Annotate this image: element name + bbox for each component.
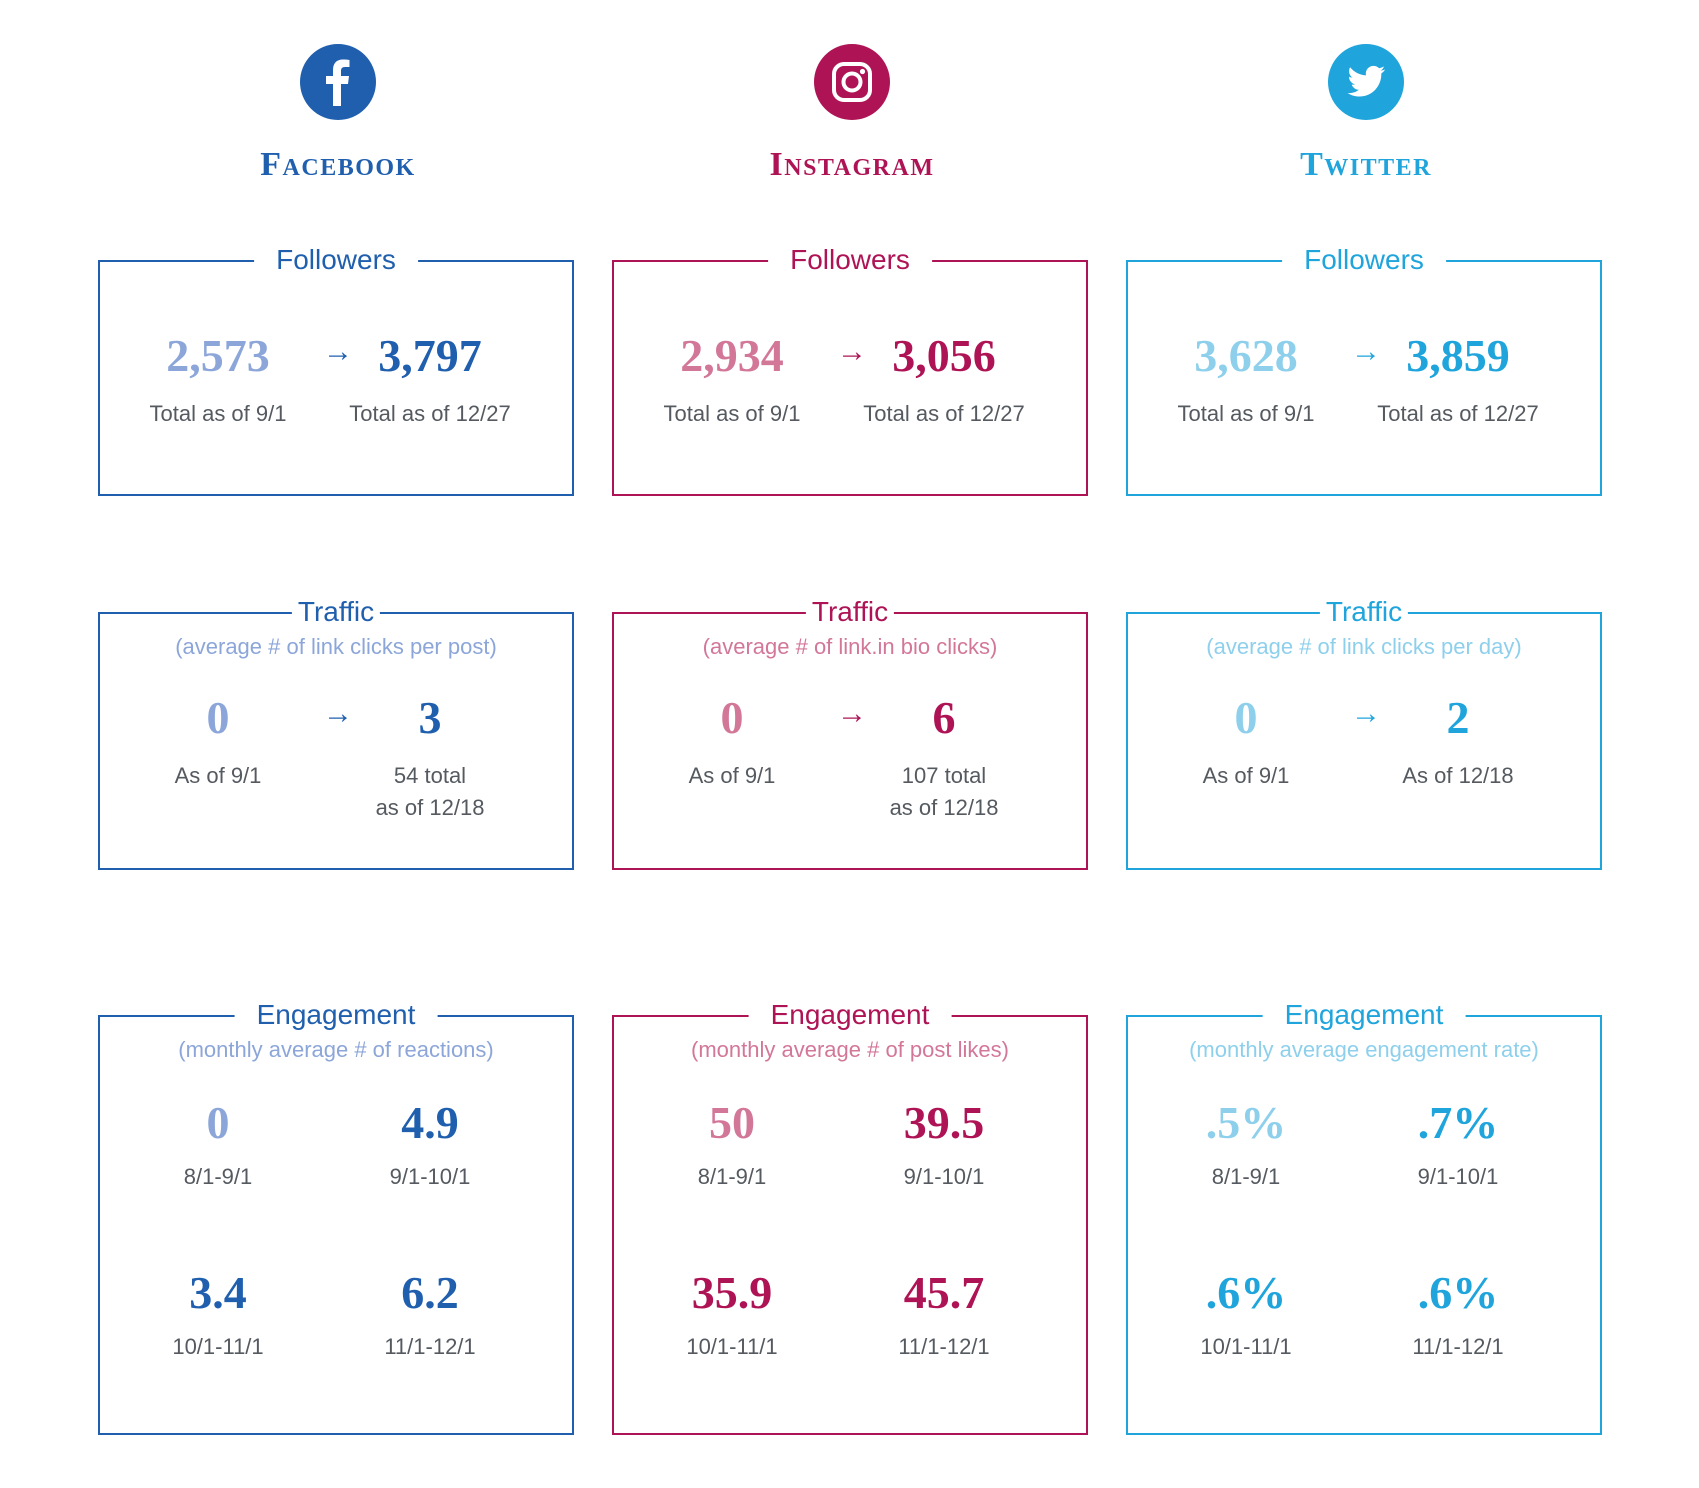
engagement-stat: 50 8/1-9/1 <box>632 1097 832 1193</box>
card-subtitle: (average # of link clicks per day) <box>1206 634 1522 659</box>
engagement-value: .5% <box>1205 1097 1287 1148</box>
traffic-end-label: As of 12/18 <box>1402 763 1514 788</box>
traffic-start-label: As of 9/1 <box>1202 763 1290 788</box>
card-title: Traffic <box>291 592 381 632</box>
traffic-card: Traffic (average # of link.in bio clicks… <box>612 592 1088 870</box>
engagement-value: .7% <box>1417 1097 1499 1148</box>
engagement-period: 9/1-10/1 <box>389 1164 471 1189</box>
card-title: Engagement <box>234 995 438 1035</box>
engagement-card: Engagement (monthly average # of reactio… <box>98 995 574 1435</box>
engagement-stat: 6.2 11/1-12/1 <box>330 1267 530 1363</box>
engagement-period: 8/1-9/1 <box>697 1164 767 1189</box>
traffic-end-value: 6 <box>932 692 956 743</box>
traffic-end-label: 54 total as of 12/18 <box>375 763 485 820</box>
card-title: Engagement <box>1262 995 1466 1035</box>
arrow-icon: → <box>323 697 353 730</box>
followers-end-label: Total as of 12/27 <box>349 401 511 426</box>
traffic-start-label: As of 9/1 <box>174 763 262 788</box>
engagement-value: 3.4 <box>189 1267 247 1318</box>
engagement-value: 35.9 <box>691 1267 773 1318</box>
engagement-stat: 0 8/1-9/1 <box>118 1097 318 1193</box>
engagement-card: Engagement (monthly average engagement r… <box>1126 995 1602 1435</box>
facebook-icon <box>300 44 376 120</box>
engagement-stat: 45.7 11/1-12/1 <box>844 1267 1044 1363</box>
traffic-start-value: 0 <box>206 692 230 743</box>
engagement-period: 8/1-9/1 <box>183 1164 253 1189</box>
engagement-period: 10/1-11/1 <box>172 1334 264 1359</box>
card-subtitle: (monthly average # of reactions) <box>178 1037 494 1062</box>
traffic-start-label: As of 9/1 <box>688 763 776 788</box>
engagement-period: 10/1-11/1 <box>686 1334 778 1359</box>
followers-start-label: Total as of 9/1 <box>149 401 287 426</box>
engagement-value: 6.2 <box>401 1267 459 1318</box>
followers-start-label: Total as of 9/1 <box>1177 401 1315 426</box>
engagement-stat: .6% 10/1-11/1 <box>1146 1267 1346 1363</box>
followers-start-label: Total as of 9/1 <box>663 401 801 426</box>
engagement-value: 50 <box>709 1097 755 1148</box>
traffic-end-value: 2 <box>1446 692 1470 743</box>
engagement-period: 11/1-12/1 <box>384 1334 476 1359</box>
engagement-stat: .7% 9/1-10/1 <box>1358 1097 1558 1193</box>
followers-end-value: 3,859 <box>1406 330 1510 381</box>
arrow-icon: → <box>837 335 867 368</box>
card-title: Followers <box>254 240 418 280</box>
traffic-end-label: 107 total as of 12/18 <box>889 763 999 820</box>
platform-name: Instagram <box>769 146 935 183</box>
engagement-value: .6% <box>1205 1267 1287 1318</box>
arrow-icon: → <box>837 697 867 730</box>
followers-start-value: 2,573 <box>166 330 270 381</box>
card-subtitle: (average # of link.in bio clicks) <box>702 634 998 659</box>
engagement-value: 4.9 <box>401 1097 459 1148</box>
followers-card: Followers 3,628 → 3,859 Total as of 9/1 … <box>1126 240 1602 496</box>
platform-name: Facebook <box>260 146 416 183</box>
followers-end-value: 3,056 <box>892 330 996 381</box>
engagement-period: 9/1-10/1 <box>903 1164 985 1189</box>
followers-start-value: 3,628 <box>1194 330 1298 381</box>
engagement-stat: 39.5 9/1-10/1 <box>844 1097 1044 1193</box>
engagement-value: 0 <box>206 1097 230 1148</box>
followers-end-label: Total as of 12/27 <box>863 401 1025 426</box>
traffic-start-value: 0 <box>1234 692 1258 743</box>
arrow-icon: → <box>1351 335 1381 368</box>
twitter-bird-icon <box>1328 44 1404 120</box>
card-subtitle: (monthly average # of post likes) <box>691 1037 1009 1062</box>
card-title: Followers <box>768 240 932 280</box>
engagement-period: 9/1-10/1 <box>1417 1164 1499 1189</box>
engagement-period: 11/1-12/1 <box>898 1334 990 1359</box>
traffic-card: Traffic (average # of link clicks per da… <box>1126 592 1602 870</box>
traffic-card: Traffic (average # of link clicks per po… <box>98 592 574 870</box>
card-title: Followers <box>1282 240 1446 280</box>
twitter-column: Twitter Followers 3,628 → 3,859 Total as… <box>1126 0 1606 1488</box>
arrow-icon: → <box>323 335 353 368</box>
engagement-card: Engagement (monthly average # of post li… <box>612 995 1088 1435</box>
followers-start-value: 2,934 <box>680 330 784 381</box>
card-subtitle: (average # of link clicks per post) <box>175 634 497 659</box>
engagement-value: 45.7 <box>903 1267 985 1318</box>
engagement-stat: 35.9 10/1-11/1 <box>632 1267 832 1363</box>
traffic-end-value: 3 <box>418 692 442 743</box>
card-title: Traffic <box>1319 592 1409 632</box>
card-title: Traffic <box>805 592 895 632</box>
followers-card: Followers 2,934 → 3,056 Total as of 9/1 … <box>612 240 1088 496</box>
engagement-value: 39.5 <box>903 1097 985 1148</box>
engagement-period: 10/1-11/1 <box>1200 1334 1292 1359</box>
engagement-stat: 4.9 9/1-10/1 <box>330 1097 530 1193</box>
engagement-period: 8/1-9/1 <box>1211 1164 1281 1189</box>
engagement-stat: .6% 11/1-12/1 <box>1358 1267 1558 1363</box>
facebook-column: Facebook Followers 2,573 → 3,797 Total a… <box>98 0 578 1488</box>
followers-end-value: 3,797 <box>378 330 482 381</box>
followers-card: Followers 2,573 → 3,797 Total as of 9/1 … <box>98 240 574 496</box>
engagement-value: .6% <box>1417 1267 1499 1318</box>
arrow-icon: → <box>1351 697 1381 730</box>
engagement-stat: 3.4 10/1-11/1 <box>118 1267 318 1363</box>
instagram-icon <box>814 44 890 120</box>
traffic-start-value: 0 <box>720 692 744 743</box>
engagement-period: 11/1-12/1 <box>1412 1334 1504 1359</box>
card-title: Engagement <box>748 995 952 1035</box>
engagement-stat: .5% 8/1-9/1 <box>1146 1097 1346 1193</box>
platform-name: Twitter <box>1300 146 1432 183</box>
card-subtitle: (monthly average engagement rate) <box>1189 1037 1539 1062</box>
instagram-column: Instagram Followers 2,934 → 3,056 Total … <box>612 0 1092 1488</box>
followers-end-label: Total as of 12/27 <box>1377 401 1539 426</box>
